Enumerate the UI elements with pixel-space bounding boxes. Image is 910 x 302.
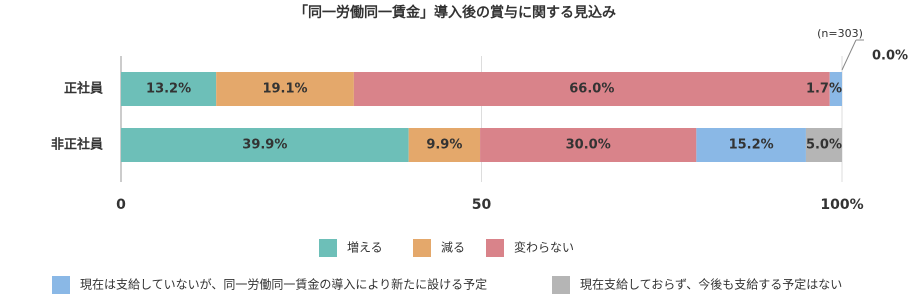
bar-segment bbox=[696, 128, 806, 162]
bar-segment bbox=[216, 72, 354, 106]
leader-line bbox=[841, 39, 857, 71]
x-tick-label: 100% bbox=[820, 197, 863, 213]
value-label: 39.9% bbox=[242, 138, 287, 153]
y-tick-label: 正社員 bbox=[64, 81, 103, 97]
y-tick-label: 非正社員 bbox=[51, 137, 103, 153]
bar-segment bbox=[121, 128, 409, 162]
x-tick-label: 0 bbox=[116, 197, 126, 213]
legend-label: 増える bbox=[347, 241, 383, 255]
value-label: 0.0% bbox=[872, 49, 908, 64]
legend-swatch bbox=[552, 276, 570, 294]
legend-swatch bbox=[52, 276, 70, 294]
bar-segment bbox=[480, 128, 697, 162]
legend-swatch bbox=[486, 239, 504, 257]
value-label: 66.0% bbox=[569, 82, 614, 97]
value-label: 5.0% bbox=[806, 138, 842, 153]
bar-segment bbox=[805, 128, 842, 162]
legend-label: 減る bbox=[441, 240, 465, 255]
bar-segment bbox=[121, 72, 217, 106]
value-label: 1.7% bbox=[806, 82, 842, 97]
legend-label: 変わらない bbox=[514, 240, 574, 255]
value-label: 19.1% bbox=[262, 82, 307, 97]
value-label: 9.9% bbox=[426, 138, 462, 153]
chart-title: 「同一労働同一賃金」導入後の賞与に関する見込み bbox=[294, 4, 616, 21]
value-label: 30.0% bbox=[566, 138, 611, 153]
legend-swatch bbox=[319, 239, 337, 257]
x-tick-label: 50 bbox=[472, 197, 492, 213]
bar-segment bbox=[829, 72, 842, 106]
bar-segment bbox=[408, 128, 481, 162]
legend-label: 現在支給しておらず、今後も支給する予定はない bbox=[580, 277, 842, 292]
legend-label: 現在は支給していないが、同一労働同一賃金の導入により新たに設ける予定 bbox=[80, 277, 487, 292]
value-label: 13.2% bbox=[146, 82, 191, 97]
legend-swatch bbox=[413, 239, 431, 257]
bar-segment bbox=[353, 72, 830, 106]
value-label: 15.2% bbox=[729, 138, 774, 153]
sample-note: (n=303) bbox=[817, 27, 863, 40]
